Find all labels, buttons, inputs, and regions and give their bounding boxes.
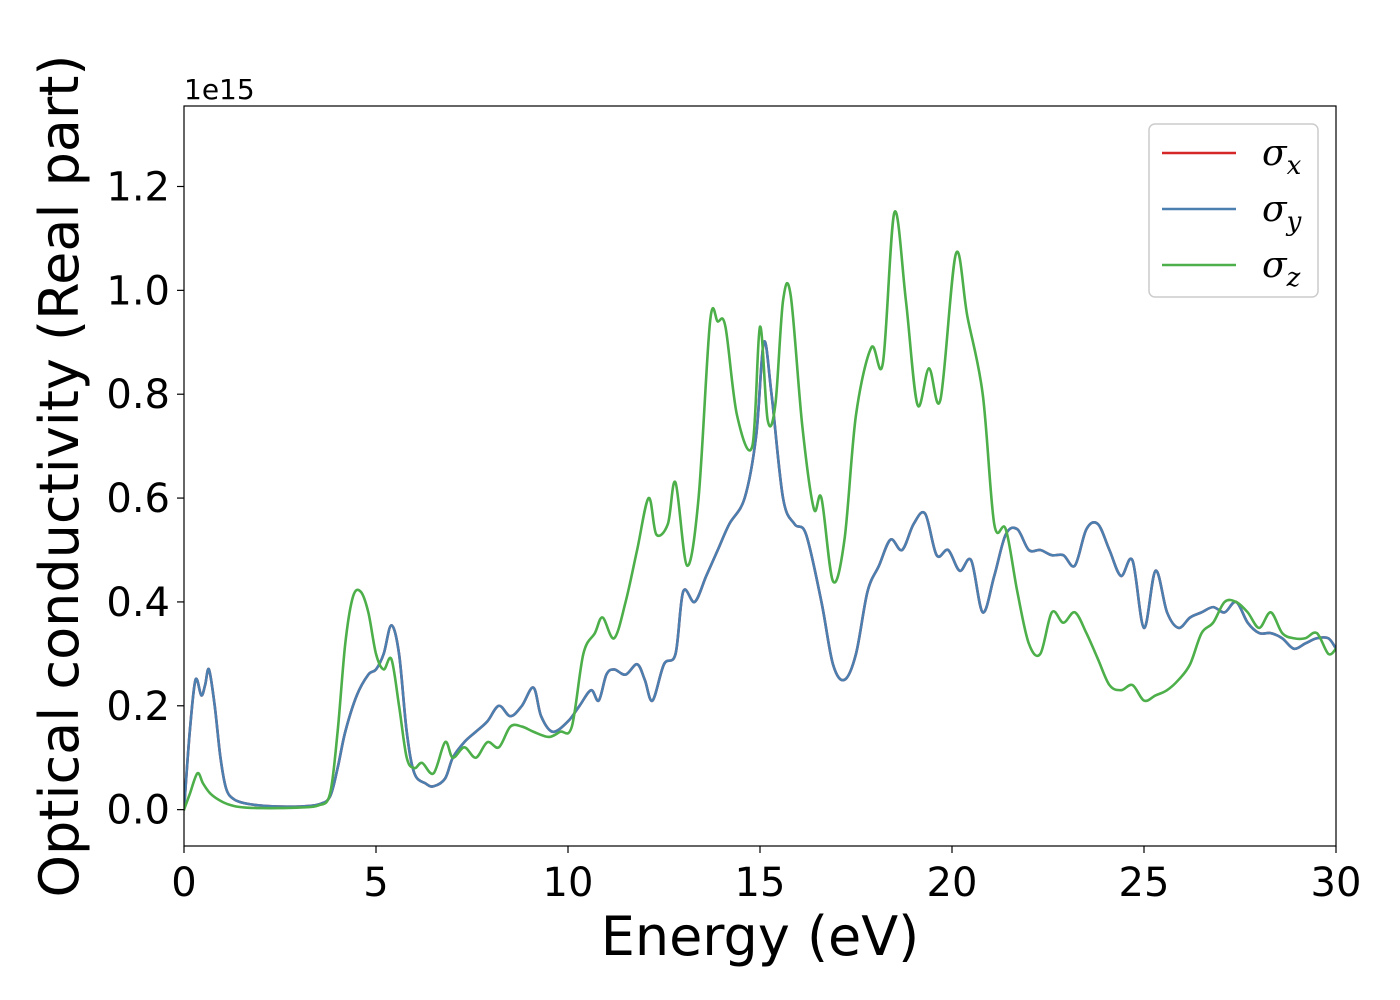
x-tick-label: 5 [363,860,388,906]
x-axis-ticks: 0 5 10 15 20 25 30 [171,846,1361,906]
legend-label-sigma-y: σy [1262,189,1302,237]
series-line-sigma-y [184,340,1336,811]
y-tick-label: 0.4 [106,580,170,626]
y-tick-label: 1.2 [106,164,170,210]
x-tick-label: 20 [927,860,978,906]
legend-label-subscript: x [1287,151,1302,181]
legend-label-sigma-z: σz [1262,245,1301,293]
legend-label-symbol: σ [1262,245,1288,286]
x-tick-label: 0 [171,860,196,906]
y-tick-label: 0.8 [106,372,170,418]
x-tick-label: 10 [543,860,594,906]
y-tick-label: 0.6 [106,476,170,522]
x-tick-label: 15 [735,860,786,906]
legend-label-subscript: y [1286,207,1302,237]
y-axis-ticks: 0.0 0.2 0.4 0.6 0.8 1.0 1.2 [106,164,184,834]
legend-label-subscript: z [1286,263,1301,293]
legend-label-symbol: σ [1262,133,1288,174]
y-tick-label: 0.2 [106,684,170,730]
x-axis-title: Energy (eV) [601,905,920,968]
series-line-sigma-z [184,210,1336,811]
y-tick-label: 0.0 [106,788,170,834]
y-offset-label: 1e15 [184,73,255,106]
y-axis-title: Optical conductivity (Real part) [28,55,91,898]
series-layer [184,210,1336,811]
legend-label-sigma-x: σx [1262,133,1302,181]
x-tick-label: 25 [1119,860,1170,906]
x-tick-label: 30 [1311,860,1362,906]
legend-box [1148,123,1319,298]
legend-label-symbol: σ [1262,189,1288,230]
y-tick-label: 1.0 [106,268,170,314]
